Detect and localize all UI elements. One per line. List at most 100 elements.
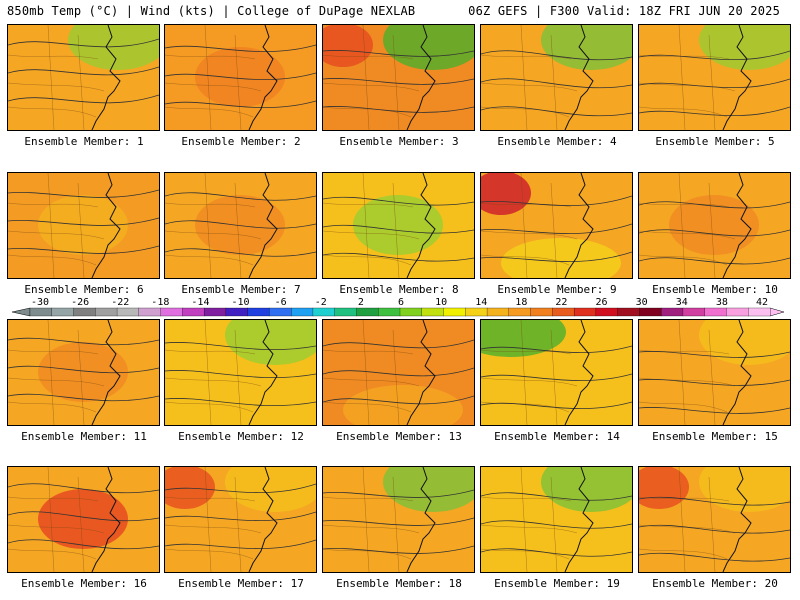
colorbar-arrow-low bbox=[11, 307, 31, 317]
temperature-region bbox=[383, 25, 474, 70]
map-18 bbox=[323, 467, 474, 572]
colorbar-tick-label: -6 bbox=[275, 297, 287, 308]
state-border bbox=[8, 254, 97, 266]
state-border bbox=[520, 173, 528, 278]
state-border bbox=[165, 349, 256, 355]
state-border bbox=[8, 548, 97, 560]
height-contour bbox=[481, 106, 632, 117]
height-contour bbox=[165, 398, 316, 407]
height-contour bbox=[481, 548, 632, 557]
state-border bbox=[550, 34, 558, 130]
state-border bbox=[481, 254, 570, 266]
panel-label: Ensemble Member: 10 bbox=[652, 283, 778, 296]
height-contour bbox=[481, 251, 632, 263]
colorbar-swatch bbox=[530, 307, 553, 317]
state-border bbox=[639, 401, 728, 413]
colorbar-tick-label: -22 bbox=[111, 297, 129, 308]
state-border bbox=[323, 202, 414, 208]
map-3 bbox=[323, 25, 474, 130]
coastline bbox=[248, 467, 278, 572]
map-14 bbox=[481, 320, 632, 425]
height-contour bbox=[639, 379, 790, 386]
coastline bbox=[564, 320, 594, 425]
panel-label: Ensemble Member: 9 bbox=[497, 283, 617, 296]
height-contour bbox=[323, 489, 474, 498]
colorbar-swatch bbox=[116, 307, 140, 317]
height-contour bbox=[639, 524, 790, 534]
map-1 bbox=[8, 25, 159, 130]
ensemble-panel-18 bbox=[322, 466, 475, 573]
coastline bbox=[722, 173, 752, 278]
coastline bbox=[406, 25, 436, 130]
panel-label: Ensemble Member: 2 bbox=[181, 135, 301, 148]
state-border bbox=[639, 254, 728, 266]
colorbar-swatch bbox=[160, 307, 183, 317]
ensemble-panel-4 bbox=[480, 24, 633, 131]
state-border bbox=[8, 524, 105, 534]
colorbar-swatch bbox=[203, 307, 227, 317]
state-border bbox=[481, 230, 578, 240]
state-border bbox=[47, 320, 55, 425]
colorbar-tick-label: 26 bbox=[596, 297, 608, 308]
panel-label: Ensemble Member: 19 bbox=[494, 577, 620, 590]
height-contour bbox=[323, 395, 474, 405]
panel-label: Ensemble Member: 13 bbox=[336, 430, 462, 443]
ensemble-panel-8 bbox=[322, 172, 475, 279]
height-contour bbox=[639, 229, 790, 237]
height-contour bbox=[639, 552, 790, 562]
height-contour bbox=[639, 201, 790, 209]
header-right: 06Z GEFS | F300 Valid: 18Z FRI JUN 20 20… bbox=[468, 4, 780, 18]
height-contour bbox=[8, 189, 159, 198]
state-border bbox=[550, 476, 558, 572]
height-contour bbox=[481, 401, 632, 410]
state-border bbox=[639, 202, 730, 208]
ensemble-panel-1 bbox=[7, 24, 160, 131]
ensemble-panel-15 bbox=[638, 319, 791, 426]
height-contour bbox=[323, 252, 474, 262]
state-border bbox=[639, 230, 736, 240]
colorbar-swatch bbox=[51, 307, 74, 317]
height-contour bbox=[639, 50, 790, 61]
temperature-region bbox=[38, 342, 128, 402]
temperature-region bbox=[343, 385, 463, 425]
colorbar-swatch bbox=[595, 307, 619, 317]
panel-label: Ensemble Member: 7 bbox=[181, 283, 301, 296]
state-border bbox=[234, 329, 242, 425]
map-10 bbox=[639, 173, 790, 278]
state-border bbox=[204, 173, 212, 278]
colorbar-swatch bbox=[182, 307, 205, 317]
temperature-region bbox=[38, 489, 128, 549]
coastline bbox=[248, 25, 278, 130]
state-border bbox=[639, 349, 730, 355]
height-contour bbox=[8, 511, 159, 522]
state-border bbox=[8, 230, 105, 240]
colorbar-swatch bbox=[661, 307, 684, 317]
state-border bbox=[8, 82, 105, 92]
state-border bbox=[639, 548, 728, 560]
colorbar-tick-label: 22 bbox=[555, 297, 567, 308]
colorbar: -30 -26 -22 -18 -14 -10 -6 -2 2 6 10 14 18 22 26 30 34 38… bbox=[0, 296, 800, 320]
map-8 bbox=[323, 173, 474, 278]
colorbar-swatch bbox=[399, 307, 423, 317]
colorbar-swatch bbox=[726, 307, 749, 317]
state-border bbox=[323, 496, 414, 502]
map-9 bbox=[481, 173, 632, 278]
height-contour bbox=[8, 217, 159, 226]
state-border bbox=[323, 230, 420, 240]
map-5 bbox=[639, 25, 790, 130]
colorbar-tick-label: 2 bbox=[358, 297, 364, 308]
map-20 bbox=[639, 467, 790, 572]
colorbar-swatch bbox=[356, 307, 379, 317]
state-border bbox=[481, 82, 578, 92]
state-border bbox=[8, 377, 105, 387]
ensemble-panel-3 bbox=[322, 24, 475, 131]
state-border bbox=[323, 377, 420, 387]
colorbar-swatch bbox=[573, 307, 597, 317]
height-contour bbox=[323, 106, 474, 113]
colorbar-swatch bbox=[421, 307, 444, 317]
state-border bbox=[708, 34, 716, 130]
colorbar-swatch bbox=[269, 307, 292, 317]
height-contour bbox=[165, 342, 316, 351]
ensemble-panel-20 bbox=[638, 466, 791, 573]
ensemble-panel-5 bbox=[638, 24, 791, 131]
